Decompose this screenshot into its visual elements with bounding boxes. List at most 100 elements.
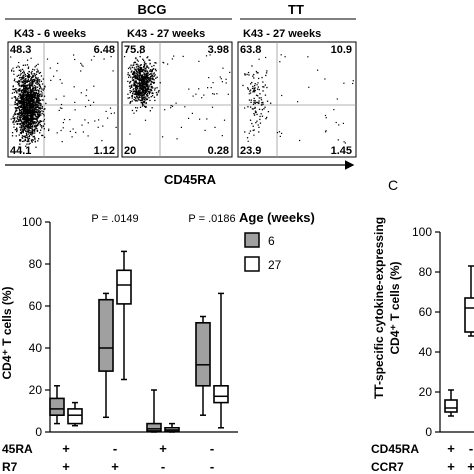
flow-event-dot	[37, 94, 39, 96]
flow-event-dot	[39, 132, 41, 134]
flow-event-dot	[134, 81, 136, 83]
flow-event-dot	[43, 115, 45, 117]
flow-event-dot	[135, 87, 137, 89]
flow-event-dot	[136, 82, 138, 84]
flow-event-dot	[140, 76, 143, 79]
flow-event-dot	[146, 89, 149, 91]
flow-event-dot	[26, 124, 28, 126]
flow-panel-2-title: K43 - 27 weeks	[127, 28, 205, 40]
flow-panel-2: K43 - 27 weeks 75.8 3.98 20 0.28	[121, 28, 233, 158]
flow-event-dot	[259, 93, 261, 95]
flow-event-dot	[18, 89, 21, 92]
flow-event-dot	[28, 94, 30, 96]
flow-event-dot	[253, 88, 255, 90]
flow-event-dot	[22, 88, 25, 90]
flow-event-dot	[131, 94, 134, 97]
flow-event-dot	[30, 91, 32, 94]
flow-event-dot	[131, 97, 133, 99]
flow-event-dot	[262, 86, 264, 88]
flow-event-dot	[137, 82, 140, 84]
flow-event-dot	[138, 76, 140, 78]
flow-event-dot	[324, 114, 327, 117]
flow-event-dot	[39, 106, 41, 109]
flow-event-dot	[37, 109, 39, 111]
flow-event-dot	[18, 112, 20, 115]
flow-event-dot	[27, 111, 29, 114]
flow-event-dot	[136, 88, 138, 90]
flow-event-dot	[143, 102, 145, 104]
ccr7-sign: -	[210, 459, 214, 474]
flow-event-dot	[49, 67, 51, 69]
flow-event-dot	[42, 110, 44, 113]
flow-event-dot	[176, 138, 178, 140]
flow-event-dot	[32, 122, 34, 124]
flow-event-dot	[150, 88, 152, 90]
flow-event-dot	[27, 127, 29, 129]
flow-event-dot	[31, 123, 33, 125]
flow-event-dot	[247, 71, 250, 74]
flow-event-dot	[34, 103, 36, 105]
flow-event-dot	[150, 96, 152, 98]
flow-event-dot	[18, 85, 20, 87]
flow-event-dot	[36, 95, 39, 97]
flow-event-dot	[34, 75, 37, 77]
flow-event-dot	[27, 105, 30, 107]
flow-event-dot	[36, 125, 38, 127]
flow-event-dot	[35, 111, 38, 113]
flow-event-dot	[15, 81, 17, 83]
flow-event-dot	[36, 129, 39, 132]
flow-event-dot	[26, 104, 28, 106]
flow-event-dot	[26, 131, 28, 133]
flow-event-dot	[23, 88, 26, 90]
flow-event-dot	[31, 128, 33, 131]
flow-event-dot	[23, 123, 25, 125]
flow-event-dot	[163, 62, 165, 64]
flow-event-dot	[248, 132, 250, 134]
flow-event-dot	[30, 78, 32, 80]
flow-event-dot	[25, 125, 27, 127]
flow-event-dot	[143, 98, 145, 100]
flow-event-dot	[146, 98, 148, 101]
flow-event-dot	[265, 72, 268, 74]
flow-event-dot	[264, 84, 266, 86]
flow-event-dot	[36, 82, 38, 84]
flow-event-dot	[276, 132, 279, 134]
flow-event-dot	[75, 131, 77, 134]
flow-event-dot	[36, 68, 38, 70]
flow-event-dot	[221, 135, 223, 137]
flow-event-dot	[40, 95, 42, 98]
flow-event-dot	[37, 80, 39, 82]
flow-event-dot	[28, 133, 30, 135]
flow-event-dot	[23, 103, 25, 105]
flow-event-dot	[144, 89, 147, 92]
flow-event-dot	[133, 90, 136, 93]
flow-event-dot	[139, 89, 141, 91]
flow-event-dot	[28, 118, 30, 120]
flow-event-dot	[250, 106, 252, 108]
flow-event-dot	[141, 78, 143, 80]
flow-event-dot	[134, 84, 136, 86]
flow-event-dot	[21, 102, 23, 104]
flow-event-dot	[35, 116, 37, 118]
flow-event-dot	[23, 115, 25, 117]
flow-event-dot	[46, 58, 49, 60]
flow-event-dot	[208, 77, 210, 79]
flow-event-dot	[16, 130, 18, 133]
flow-event-dot	[144, 77, 146, 79]
flow-event-dot	[15, 97, 17, 99]
flow-event-dot	[14, 103, 16, 105]
flow-event-dot	[16, 127, 18, 129]
flow-panel-1-q-ll: 44.1	[10, 145, 31, 157]
flow-event-dot	[22, 128, 24, 131]
flow-event-dot	[139, 87, 141, 90]
flow-event-dot	[34, 138, 36, 140]
flow-event-dot	[139, 83, 141, 85]
flow-event-dot	[19, 117, 21, 119]
flow-event-dot	[31, 97, 33, 99]
flow-event-dot	[143, 81, 145, 84]
pvalue-label-2: P = .0186	[188, 213, 235, 225]
flow-event-dot	[20, 96, 23, 99]
flow-event-dot	[139, 90, 141, 92]
flow-event-dot	[151, 86, 153, 88]
flow-event-dot	[151, 65, 153, 68]
